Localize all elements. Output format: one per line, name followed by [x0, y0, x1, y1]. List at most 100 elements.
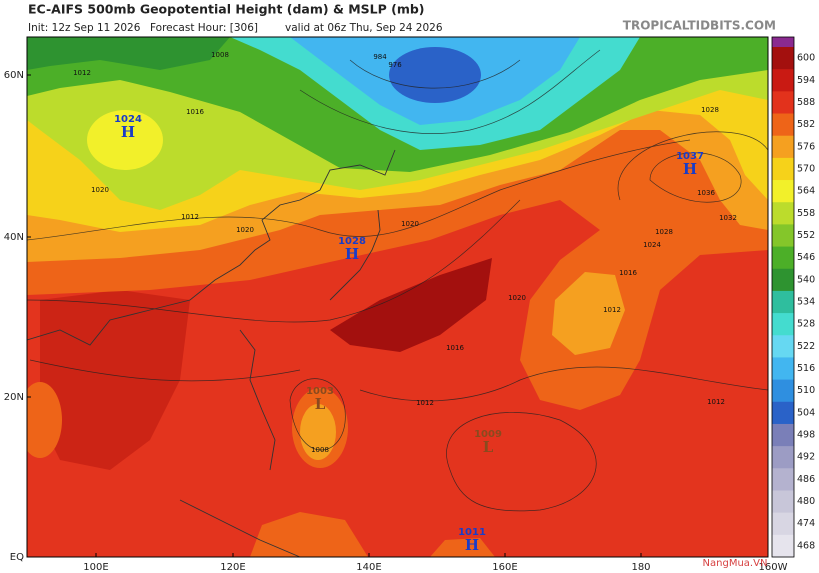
lon-label: 140E [356, 562, 381, 573]
isobar-label: 1012 [707, 398, 725, 406]
lon-label: 160W [759, 562, 788, 573]
isobar-label: 1012 [73, 69, 91, 77]
title: EC-AIFS 500mb Geopotential Height (dam) … [28, 2, 425, 17]
colorbar-swatch [772, 246, 794, 270]
colorbar-swatch [772, 379, 794, 403]
isobar-label: 976 [388, 61, 402, 69]
center-pressure: 1003 [306, 386, 334, 397]
isobar-label: 1024 [643, 241, 661, 249]
colorbar-label: 486 [797, 474, 815, 485]
colorbar-label: 528 [797, 319, 815, 330]
isobar-label: 1020 [236, 226, 254, 234]
isobar-label: 1016 [619, 269, 637, 277]
coastline [27, 149, 396, 557]
watermark: NangMua.VN [703, 558, 768, 569]
colorbar-swatch [772, 157, 794, 181]
isobar-label: 1012 [416, 399, 434, 407]
colorbar-cap [772, 37, 794, 47]
lat-label: 40N [4, 232, 24, 243]
isobar-label: 1032 [719, 214, 737, 222]
colorbar-swatch [772, 468, 794, 491]
isobar-label: 1036 [697, 189, 715, 197]
init: Init: 12z Sep 11 2026 [28, 22, 141, 34]
map-fill [27, 37, 768, 557]
isobar-label: 1012 [603, 306, 621, 314]
isobar-label: 1020 [91, 186, 109, 194]
isobar-label: 1008 [311, 446, 329, 454]
colorbar-swatch [772, 290, 794, 314]
colorbar-swatch [772, 313, 794, 336]
colorbar-swatch [772, 446, 794, 469]
center-pressure: 1037 [676, 151, 704, 162]
center-letter: L [315, 395, 326, 413]
center-pressure: 1024 [114, 114, 142, 125]
colorbar-label: 570 [797, 163, 815, 174]
colorbar-label: 492 [797, 452, 815, 463]
colorbar-swatch [772, 512, 794, 536]
isobar-label: 984 [373, 53, 387, 61]
center-pressure: 1011 [458, 527, 486, 538]
colorbar-label: 546 [797, 252, 815, 263]
colorbar-label: 480 [797, 496, 815, 507]
colorbar-swatch [772, 423, 794, 447]
colorbar-swatch [772, 357, 794, 381]
lat-label: EQ [10, 552, 24, 563]
colorbar-label: 600 [797, 53, 815, 64]
lon-label: 160E [492, 562, 517, 573]
colorbar-swatch [772, 91, 794, 115]
isobar-label: 1028 [655, 228, 673, 236]
colorbar-label: 498 [797, 430, 815, 441]
map-frame [26, 36, 769, 558]
colorbar-frame [771, 36, 795, 558]
colorbar-swatch [772, 202, 794, 225]
colorbar-label: 540 [797, 274, 815, 285]
colorbar-swatch [772, 113, 794, 137]
valid-time: valid at 06z Thu, Sep 24 2026 [285, 22, 443, 34]
colorbar-swatch [772, 335, 794, 358]
isobar-label: 1028 [701, 106, 719, 114]
colorbar-swatch [772, 534, 794, 558]
center-letter: H [121, 123, 135, 141]
source: TROPICALTIDBITS.COM [623, 19, 776, 33]
colorbar-label: 504 [797, 407, 815, 418]
colorbar-swatch [772, 224, 794, 248]
lat-label: 60N [4, 70, 24, 81]
lon-label: 120E [220, 562, 245, 573]
isobar-label: 1012 [181, 213, 199, 221]
center-letter: H [345, 245, 359, 263]
colorbar-label: 522 [797, 341, 815, 352]
lon-label: 100E [83, 562, 108, 573]
isobar-label: 1020 [401, 220, 419, 228]
colorbar-label: 516 [797, 363, 815, 374]
center-letter: H [683, 160, 697, 178]
colorbar-swatch [772, 47, 794, 70]
lat-label: 20N [4, 392, 24, 403]
colorbar-label: 534 [797, 297, 815, 308]
center-letter: L [483, 438, 494, 456]
colorbar-swatch [772, 401, 794, 425]
center-letter: H [465, 536, 479, 554]
colorbar-swatch [772, 180, 794, 203]
colorbar-label: 576 [797, 141, 815, 152]
colorbar-label: 552 [797, 230, 815, 241]
colorbar-label: 588 [797, 97, 815, 108]
isobar-label: 1016 [186, 108, 204, 116]
forecast-hour: Forecast Hour: [306] [150, 22, 258, 34]
isobar-label: 1016 [446, 344, 464, 352]
colorbar-label: 582 [797, 119, 815, 130]
colorbar-label: 564 [797, 186, 815, 197]
isobar-label: 1020 [508, 294, 526, 302]
colorbar-label: 510 [797, 385, 815, 396]
colorbar-swatch [772, 69, 794, 92]
lon-label: 180 [631, 562, 650, 573]
colorbar-swatch [772, 268, 794, 292]
colorbar-swatch [772, 490, 794, 514]
colorbar-swatch [772, 135, 794, 159]
colorbar-label: 468 [797, 540, 815, 551]
isobar-label: 1008 [211, 51, 229, 59]
center-pressure: 1009 [474, 429, 502, 440]
colorbar-label: 474 [797, 518, 815, 529]
center-pressure: 1028 [338, 236, 366, 247]
colorbar-label: 558 [797, 208, 815, 219]
